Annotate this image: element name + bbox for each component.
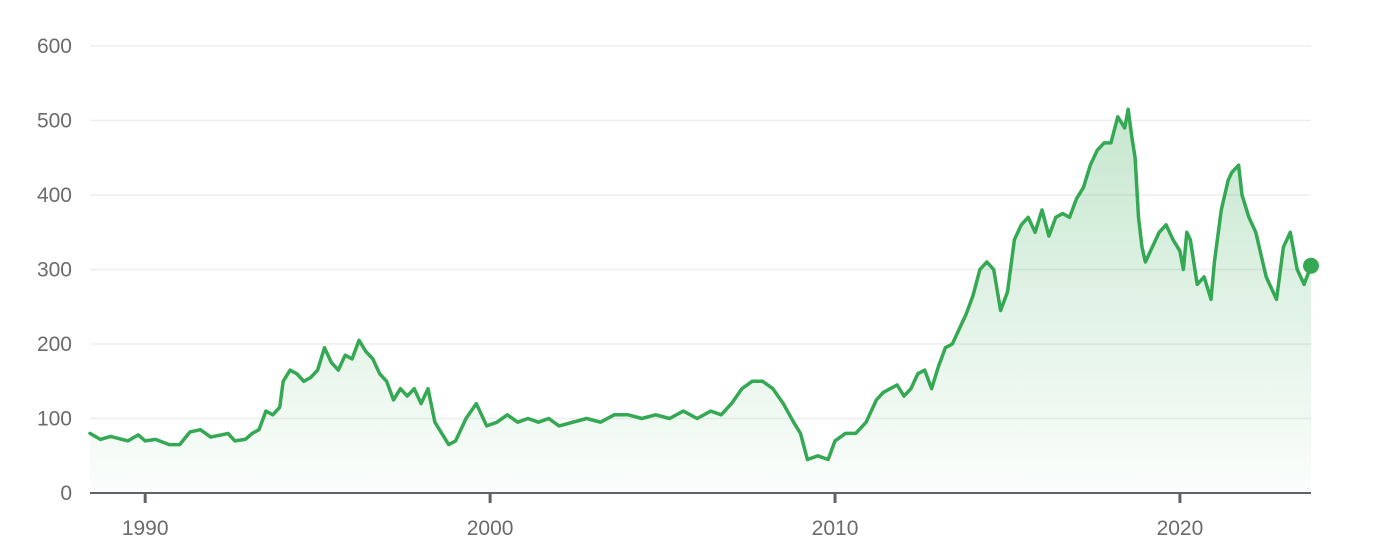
latest-price-marker: [1303, 257, 1319, 274]
y-tick-label-500: 500: [37, 110, 72, 133]
y-axis-labels: 0 100 200 300 400 500 600: [37, 35, 72, 505]
y-tick-label-100: 100: [37, 408, 72, 431]
x-axis-labels: 1990 2000 2010 2020: [122, 517, 1203, 540]
y-tick-label-300: 300: [37, 259, 72, 282]
x-tick-label-2000: 2000: [467, 517, 514, 540]
y-tick-label-400: 400: [37, 184, 72, 207]
y-tick-label-600: 600: [37, 35, 72, 58]
x-tick-label-2010: 2010: [812, 517, 859, 540]
price-area-fill: [90, 109, 1311, 494]
x-tick-label-1990: 1990: [122, 517, 169, 540]
y-tick-label-200: 200: [37, 333, 72, 356]
y-tick-label-0: 0: [60, 482, 72, 505]
x-axis-ticks: [143, 493, 1182, 503]
x-tick-label-2020: 2020: [1157, 517, 1204, 540]
price-line: [88, 107, 1313, 462]
